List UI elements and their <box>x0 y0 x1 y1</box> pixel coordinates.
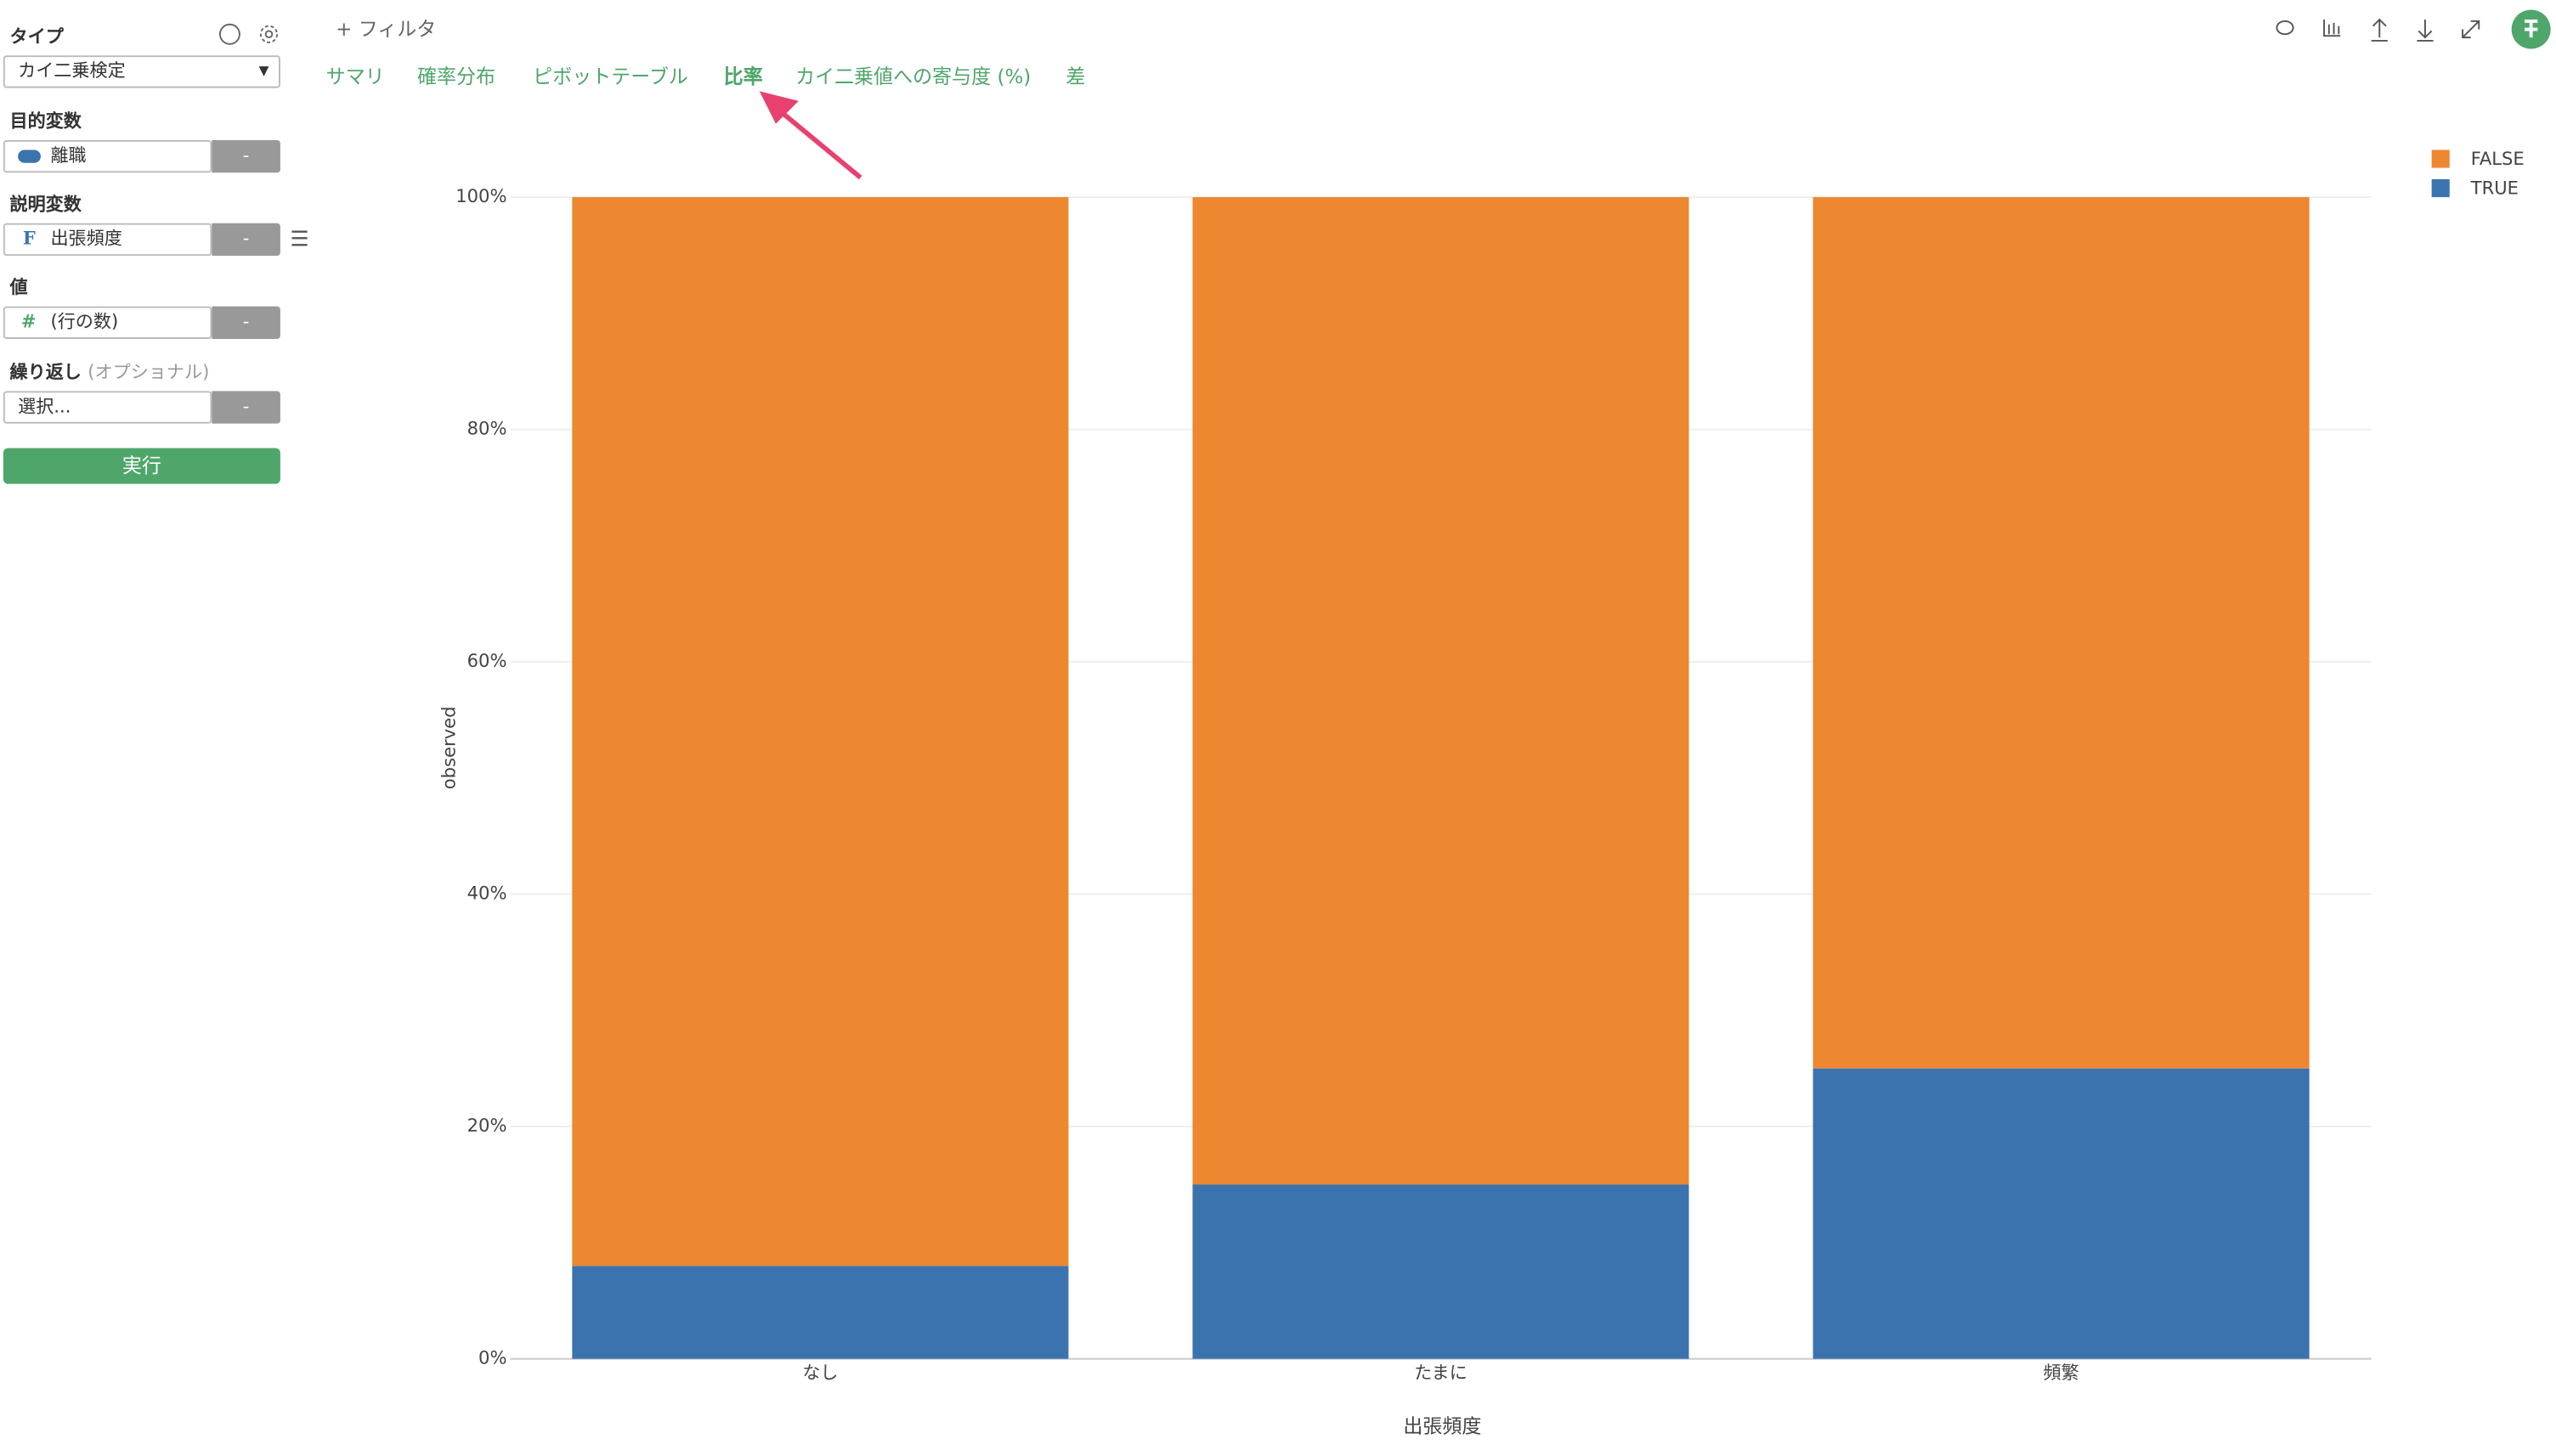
x-tick-label: 頻繁 <box>2044 1362 2079 1383</box>
explanatory-label: 説明変数 <box>9 194 82 216</box>
value-field[interactable]: # (行の数) <box>3 306 212 339</box>
legend-label: FALSE <box>2471 148 2525 169</box>
type-select[interactable]: カイ二乗検定 ▼ <box>3 55 280 88</box>
y-tick-label: 80% <box>467 418 507 439</box>
target-value: 離職 <box>50 144 87 166</box>
y-tick-label: 100% <box>455 185 506 206</box>
run-button[interactable]: 実行 <box>3 448 280 484</box>
repeat-optional: (オプショナル) <box>88 361 210 383</box>
explanatory-field[interactable]: F 出張頻度 <box>3 223 212 257</box>
legend-label: TRUE <box>2470 177 2519 198</box>
value-button[interactable]: - <box>212 306 280 339</box>
arrow <box>774 105 862 180</box>
explanatory-button[interactable]: - <box>212 223 280 257</box>
bar <box>1812 197 2310 1069</box>
repeat-label: 繰り返し (オプショナル) <box>10 358 210 385</box>
arrow-head <box>759 91 799 124</box>
repeat-field[interactable]: 選択... <box>3 391 212 424</box>
type-label: タイプ <box>9 25 64 48</box>
value-value: (行の数) <box>50 311 119 333</box>
tab[interactable]: サマリ <box>325 65 385 88</box>
repeat-value: 選択... <box>18 396 71 418</box>
tab[interactable]: カイ二乗値への寄与度 (%) <box>795 65 1032 88</box>
tab[interactable]: 確率分布 <box>417 65 496 88</box>
filter-button[interactable]: + フィルタ <box>336 18 437 41</box>
menu-icon[interactable]: ☰ <box>290 228 309 253</box>
bar <box>1192 197 1689 1185</box>
icons <box>218 23 279 45</box>
target-label: 目的変数 <box>9 110 82 133</box>
tab[interactable]: 比率 <box>723 65 763 88</box>
bar <box>1812 1068 2310 1359</box>
x-axis-label: 出張頻度 <box>1403 1416 1481 1438</box>
y-axis-label: observed <box>438 707 459 790</box>
caret: ▼ <box>258 63 269 79</box>
x-tick-label: たまに <box>1414 1362 1467 1383</box>
target-field[interactable]: 離職 <box>3 139 212 173</box>
value-icon: # <box>20 311 37 333</box>
value-label: 値 <box>9 277 28 298</box>
x-tick-label: なし <box>802 1362 838 1383</box>
y-tick-label: 20% <box>467 1115 507 1136</box>
target-button[interactable]: - <box>212 139 280 173</box>
tab[interactable]: ピボットテーブル <box>533 65 688 88</box>
type-value: カイ二乗検定 <box>18 59 126 82</box>
tab[interactable]: 差 <box>1066 65 1086 88</box>
filter-text: フィルタ <box>358 18 437 41</box>
toolbar-icons <box>2276 9 2551 49</box>
bar <box>572 197 1069 1267</box>
bar <box>572 1266 1069 1359</box>
explanatory-value: 出張頻度 <box>50 228 122 250</box>
repeat-label-text: 繰り返し <box>9 361 82 383</box>
legend-swatch <box>2431 178 2450 198</box>
repeat-button[interactable]: - <box>212 391 280 424</box>
y-tick-label: 40% <box>467 883 507 904</box>
legend-swatch <box>2431 150 2450 168</box>
y-tick-label: 0% <box>478 1347 506 1369</box>
toggle-icon <box>18 150 41 163</box>
explanatory-icon: F <box>22 228 36 250</box>
y-tick-label: 60% <box>467 650 507 671</box>
bar <box>1192 1184 1689 1359</box>
